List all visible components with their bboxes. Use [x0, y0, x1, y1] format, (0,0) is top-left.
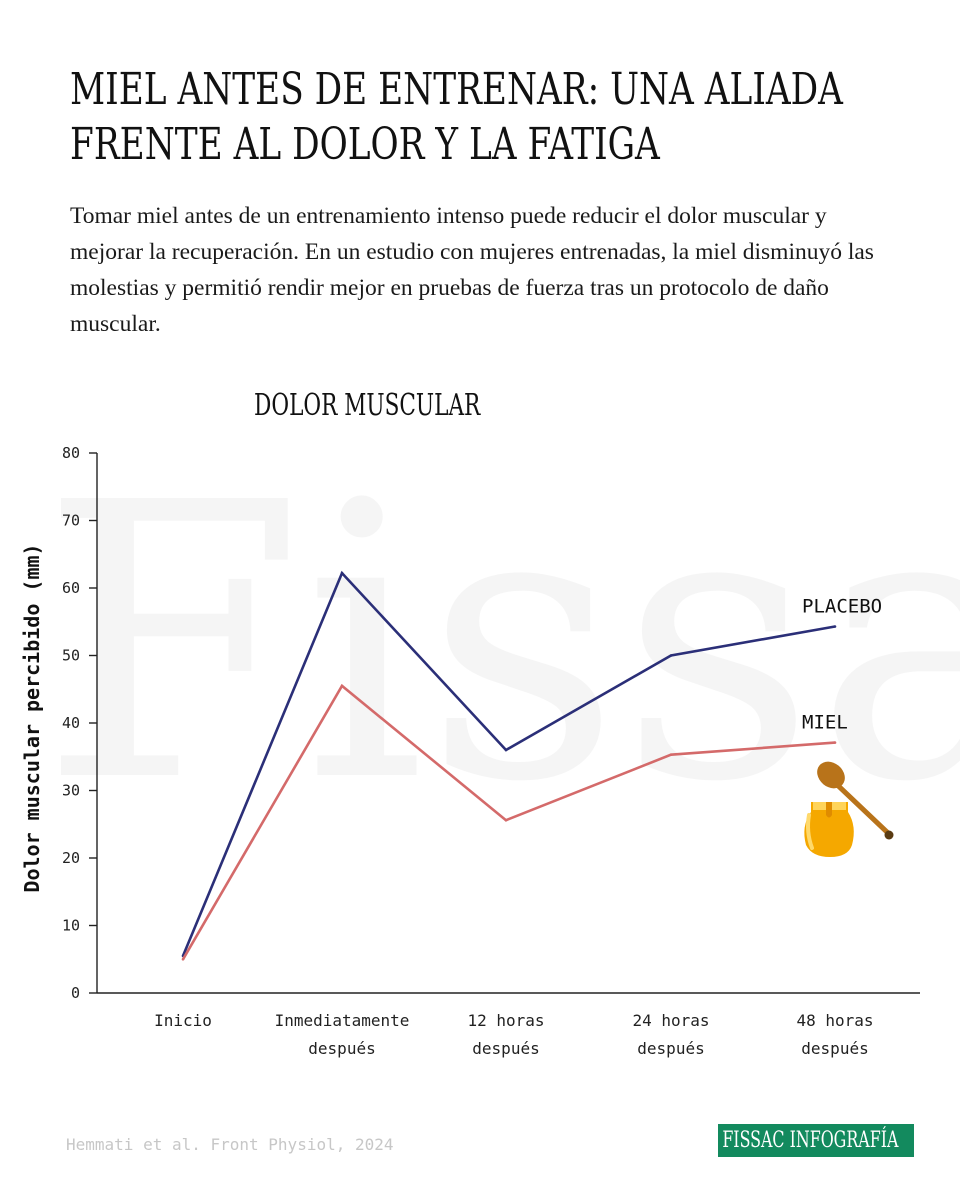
brand-label: FISSAC INFOGRAFÍA [722, 1128, 899, 1153]
x-tick-label: 48 horas [796, 1011, 873, 1030]
brand-badge: FISSAC INFOGRAFÍA [718, 1124, 914, 1157]
series-label-miel: MIEL [802, 712, 848, 734]
y-tick-label: 70 [62, 512, 80, 530]
series-layer: PLACEBO MIEL [181, 570, 882, 961]
data-point [669, 753, 673, 756]
y-tick-label: 30 [62, 782, 80, 800]
y-axis-label: Dolor muscular percibido (mm) [20, 543, 44, 892]
intro-paragraph: Tomar miel antes de un entrenamiento int… [70, 203, 874, 337]
headline: MIEL ANTES DE ENTRENAR: UNA ALIADA FRENT… [70, 62, 843, 172]
chart-title: DOLOR MUSCULAR [254, 388, 481, 423]
x-axis: Inicio Inmediatamente después 12 horas despu… [97, 992, 920, 1058]
headline-line-2: FRENTE AL DOLOR Y LA FATIGA [70, 119, 660, 170]
data-point [504, 818, 508, 822]
x-tick-label: después [308, 1039, 375, 1058]
data-point [669, 654, 673, 657]
data-point [833, 625, 837, 628]
data-point [504, 748, 508, 752]
data-point [833, 741, 837, 744]
x-tick-label: después [472, 1039, 539, 1058]
y-tick-label: 0 [71, 984, 80, 1002]
x-tick-label: Inmediatamente [275, 1011, 410, 1030]
data-point [340, 571, 344, 575]
x-tick-label: 24 horas [632, 1011, 709, 1030]
headline-line-1: MIEL ANTES DE ENTRENAR: UNA ALIADA [70, 64, 843, 115]
citation: Hemmati et al. Front Physiol, 2024 [66, 1135, 394, 1154]
honey-jar-with-dipper-icon [804, 761, 894, 857]
x-tick-label: 12 horas [467, 1011, 544, 1030]
x-tick-label: después [801, 1039, 868, 1058]
y-tick-label: 20 [62, 849, 80, 867]
data-point [181, 958, 185, 961]
y-tick-label: 10 [62, 917, 80, 935]
watermark-text: Fissac [40, 422, 960, 865]
data-point [340, 684, 344, 688]
y-tick-label: 40 [62, 714, 80, 732]
y-tick-label: 50 [62, 647, 80, 665]
y-tick-label: 80 [62, 444, 80, 462]
series-label-placebo: PLACEBO [802, 595, 882, 617]
y-tick-label: 60 [62, 579, 80, 597]
x-tick-label: después [637, 1039, 704, 1058]
x-tick-label: Inicio [154, 1011, 212, 1030]
y-axis: 0 10 20 30 40 50 60 70 80 [62, 444, 98, 1002]
line-chart: Fissac 0 10 20 30 40 50 60 70 80 Inicio Inmediata… [20, 422, 960, 1058]
